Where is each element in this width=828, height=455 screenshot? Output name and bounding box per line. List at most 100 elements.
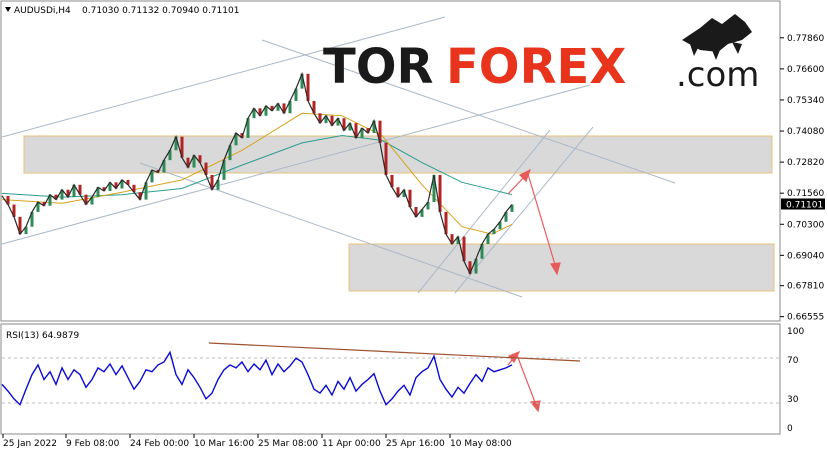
rsi-panel-frame — [0, 323, 781, 435]
current-price-marker: 0.71101 — [781, 198, 825, 211]
candle — [264, 105, 268, 116]
price-tick-label: 0.72820 — [787, 158, 824, 168]
candle — [210, 174, 214, 190]
candle — [420, 209, 424, 217]
symbol-label: AUDUSDi,H4 — [14, 6, 71, 16]
candle — [468, 261, 472, 274]
candle — [78, 184, 82, 195]
price-tick-label: 0.66555 — [787, 313, 824, 323]
candle — [504, 211, 508, 222]
candle — [384, 142, 388, 175]
candle — [510, 204, 514, 212]
candle — [228, 145, 232, 161]
candle — [36, 202, 40, 212]
candle — [48, 194, 52, 206]
rsi-label: RSI(13) 64.9879 — [6, 331, 79, 341]
candle — [342, 118, 346, 131]
candle — [354, 123, 358, 138]
moving-average-slow — [1, 134, 513, 198]
candle — [294, 88, 298, 101]
time-tick-label: 11 Apr 00:00 — [322, 439, 381, 449]
rising-wedge-upper — [454, 126, 594, 294]
candle — [246, 118, 250, 138]
time-tick-label: 10 Mar 16:00 — [194, 439, 254, 449]
candle — [414, 207, 418, 217]
price-tick-label: 0.69040 — [787, 251, 824, 261]
candle — [144, 182, 148, 200]
arrow-down-head — [550, 262, 561, 276]
price-candles — [6, 73, 514, 274]
descending-channel-lower — [139, 162, 523, 298]
rsi-tick-label: 70 — [787, 356, 799, 366]
candle — [450, 234, 454, 244]
candle — [366, 128, 370, 133]
price-tick-label: 0.76600 — [787, 65, 824, 75]
time-tick-label: 25 Apr 16:00 — [386, 439, 445, 449]
ascending-channel-upper — [1, 16, 446, 138]
candle — [306, 73, 310, 101]
candle — [438, 174, 442, 212]
rsi-trendline — [208, 342, 581, 362]
candle — [72, 184, 76, 198]
candle — [162, 160, 166, 173]
candle — [24, 226, 28, 235]
candle — [498, 221, 502, 230]
price-tick-label: 0.70300 — [787, 220, 824, 230]
rsi-axis: 100 70 30 0 — [787, 327, 804, 434]
candle — [426, 202, 430, 210]
price-tick-label: 0.67810 — [787, 282, 824, 292]
candle — [120, 179, 124, 189]
triangle-down-icon[interactable] — [5, 7, 11, 12]
candle — [276, 103, 280, 111]
candle — [168, 150, 172, 161]
candle — [12, 204, 16, 217]
candle — [462, 236, 466, 262]
candle — [96, 187, 100, 198]
price-tick-label: 0.75340 — [787, 96, 824, 106]
time-tick-label: 9 Feb 08:00 — [66, 439, 120, 449]
candle — [150, 170, 154, 183]
candle — [300, 73, 304, 89]
candle — [492, 229, 496, 235]
candle — [432, 174, 436, 203]
candle — [30, 211, 34, 227]
forecast-arrows — [507, 168, 561, 413]
price-line — [1, 71, 513, 276]
candle — [66, 189, 70, 198]
candle — [318, 113, 322, 124]
descending-channel-upper — [261, 39, 676, 184]
candle — [348, 123, 352, 131]
rising-wedge-lower — [417, 129, 551, 294]
rsi-arrow-up-head — [508, 350, 521, 364]
candle — [486, 234, 490, 244]
ascending-channel-lower — [1, 84, 591, 245]
candle — [186, 157, 190, 168]
brand-forex: FOREX — [446, 39, 626, 95]
candle — [456, 236, 460, 244]
candle — [102, 187, 106, 191]
time-tick-label: 24 Feb 00:00 — [130, 439, 189, 449]
candle — [480, 244, 484, 259]
candle — [234, 133, 238, 146]
candle — [402, 189, 406, 198]
price-tick-label: 0.77860 — [787, 34, 824, 44]
candle — [216, 179, 220, 190]
moving-average-fast — [1, 112, 513, 235]
candle — [198, 155, 202, 163]
candle — [90, 197, 94, 205]
candle — [204, 162, 208, 175]
candle — [138, 192, 142, 200]
candle — [42, 202, 46, 206]
candle — [6, 195, 10, 205]
channel-lines — [1, 16, 676, 298]
candle — [114, 182, 118, 189]
candle — [378, 120, 382, 143]
candle — [174, 136, 178, 151]
candle — [474, 258, 478, 274]
candle — [282, 103, 286, 114]
candle — [324, 115, 328, 124]
candle — [84, 194, 88, 205]
candle — [372, 120, 376, 133]
